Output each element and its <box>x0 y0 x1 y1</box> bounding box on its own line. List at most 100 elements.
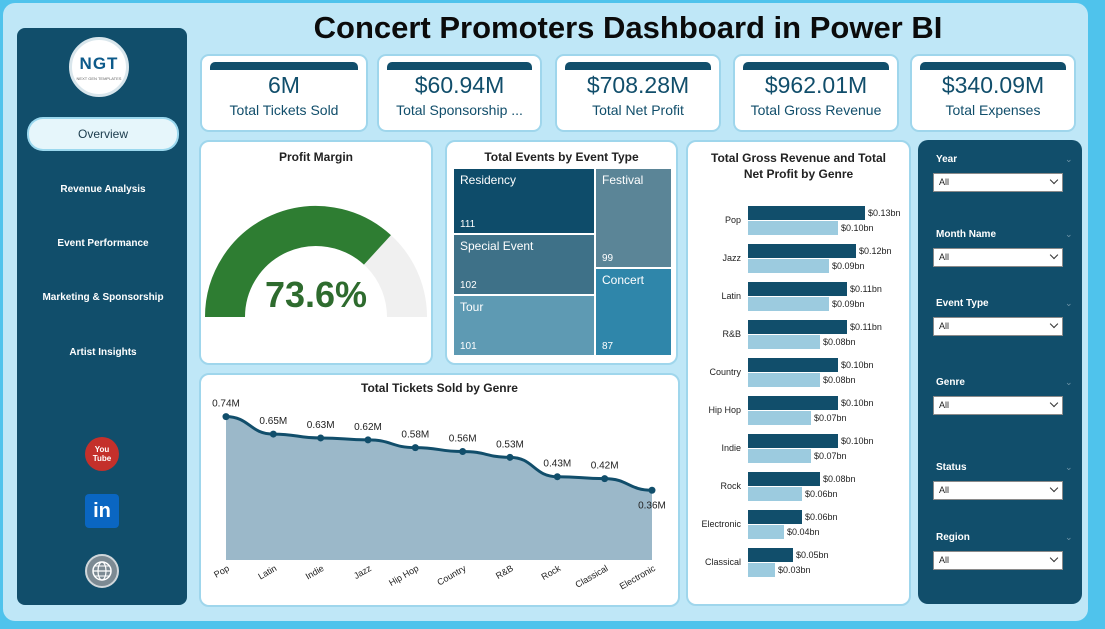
filter-region-select[interactable]: All <box>933 551 1063 570</box>
logo-mark: NGT <box>79 53 119 73</box>
filter-genre-select[interactable]: All <box>933 396 1063 415</box>
data-point[interactable] <box>648 486 656 494</box>
kpi-card-sponsorship: $60.94M Total Sponsorship ... <box>377 54 542 132</box>
bar-data-label: $0.10bn <box>841 436 874 446</box>
globe-icon[interactable] <box>85 554 119 588</box>
data-point[interactable] <box>411 444 419 452</box>
kpi-band <box>210 62 358 70</box>
gross-revenue-bar[interactable] <box>748 320 847 334</box>
linkedin-icon[interactable]: in <box>85 494 119 528</box>
chevron-down-icon[interactable]: ⌄ <box>1065 298 1073 308</box>
chevron-down-icon[interactable]: ⌄ <box>1065 229 1073 239</box>
data-point[interactable] <box>601 475 609 483</box>
gross-revenue-bar[interactable] <box>748 396 838 410</box>
bar-data-label: $0.07bn <box>814 451 847 461</box>
data-point[interactable] <box>222 413 230 421</box>
bar-data-label: $0.09bn <box>832 261 865 271</box>
gross-revenue-bar[interactable] <box>748 472 820 486</box>
data-point[interactable] <box>506 453 514 461</box>
gross-revenue-bar[interactable] <box>748 282 847 296</box>
gross-revenue-bar[interactable] <box>748 244 856 258</box>
chevron-down-icon[interactable]: ⌄ <box>1065 532 1073 542</box>
gauge-chart <box>205 206 427 318</box>
treemap-cell-count: 87 <box>602 341 614 352</box>
treemap-cell-count: 99 <box>602 253 614 264</box>
profit-margin-panel[interactable]: Profit Margin 73.6% <box>199 140 433 365</box>
data-point[interactable] <box>553 473 561 481</box>
net-profit-bar[interactable] <box>748 525 784 539</box>
filter-year-select[interactable]: All <box>933 173 1063 192</box>
y-tick-label: Jazz <box>722 253 741 263</box>
logo: NGT NEXT GEN TEMPLATES <box>69 37 129 97</box>
treemap-cell-residency[interactable]: Residency 111 <box>453 168 595 234</box>
tickets-chart-title: Total Tickets Sold by Genre <box>361 381 518 395</box>
gross-revenue-bar[interactable] <box>748 510 802 524</box>
gross-revenue-bar[interactable] <box>748 434 838 448</box>
filter-status-select[interactable]: All <box>933 481 1063 500</box>
treemap-cell-tour[interactable]: Tour 101 <box>453 295 595 356</box>
bar-data-label: $0.11bn <box>850 284 882 294</box>
data-label: 0.53M <box>496 439 524 450</box>
filter-month-select[interactable]: All <box>933 248 1063 267</box>
data-point[interactable] <box>317 434 325 442</box>
y-tick-label: R&B <box>722 329 741 339</box>
data-label: 0.56M <box>449 434 477 445</box>
gross-revenue-bar[interactable] <box>748 358 838 372</box>
dropdown-arrow-icon <box>1049 483 1059 493</box>
treemap-cell-special-event[interactable]: Special Event 102 <box>453 234 595 295</box>
net-profit-bar[interactable] <box>748 449 811 463</box>
filter-event-type-select[interactable]: All <box>933 317 1063 336</box>
bar-data-label: $0.11bn <box>850 322 882 332</box>
chevron-down-icon[interactable]: ⌄ <box>1065 154 1073 164</box>
dropdown-arrow-icon <box>1049 553 1059 563</box>
data-point[interactable] <box>269 430 277 438</box>
data-point[interactable] <box>364 436 372 444</box>
gross-revenue-bar[interactable] <box>748 548 793 562</box>
gross-revenue-bar[interactable] <box>748 206 865 220</box>
bar-data-label: $0.13bn <box>868 208 901 218</box>
dropdown-arrow-icon <box>1049 175 1059 185</box>
youtube-icon[interactable]: You Tube <box>85 437 119 471</box>
kpi-band <box>565 62 711 70</box>
nav-revenue-analysis[interactable]: Revenue Analysis <box>60 183 146 195</box>
net-profit-bar[interactable] <box>748 297 829 311</box>
net-profit-bar[interactable] <box>748 221 838 235</box>
nav-event-performance[interactable]: Event Performance <box>57 237 149 249</box>
x-tick-label: Latin <box>256 563 278 581</box>
linkedin-icon-text: in <box>93 499 111 522</box>
bar-data-label: $0.03bn <box>778 565 811 575</box>
kpi-band <box>743 62 889 70</box>
kpi-value: $962.01M <box>764 72 868 98</box>
data-label: 0.36M <box>638 500 666 511</box>
data-point[interactable] <box>459 448 467 455</box>
area-line <box>225 415 653 492</box>
filter-year-label: Year <box>936 154 958 165</box>
chevron-down-icon[interactable]: ⌄ <box>1065 377 1073 387</box>
net-profit-bar[interactable] <box>748 487 802 501</box>
net-profit-bar[interactable] <box>748 563 775 577</box>
filter-value: All <box>939 252 950 262</box>
nav-artist-insights[interactable]: Artist Insights <box>69 346 137 358</box>
treemap-panel[interactable]: Total Events by Event Type Residency 111… <box>445 140 678 365</box>
dropdown-arrow-icon <box>1049 398 1059 408</box>
sidebar: NGT NEXT GEN TEMPLATES Overview Revenue … <box>17 28 187 605</box>
nav-marketing-sponsorship[interactable]: Marketing & Sponsorship <box>42 291 164 303</box>
net-profit-bar[interactable] <box>748 335 820 349</box>
data-label: 0.58M <box>401 430 429 441</box>
x-tick-label: Indie <box>304 563 326 581</box>
dropdown-arrow-icon <box>1049 319 1059 329</box>
data-label: 0.62M <box>354 422 382 433</box>
treemap-cell-festival[interactable]: Festival 99 <box>595 168 672 268</box>
treemap-cell-name: Residency <box>460 173 517 187</box>
net-profit-bar[interactable] <box>748 259 829 273</box>
nav-overview[interactable]: Overview <box>29 119 177 149</box>
chevron-down-icon[interactable]: ⌄ <box>1065 462 1073 472</box>
revenue-profit-panel[interactable]: Total Gross Revenue and Total Net Profit… <box>686 140 911 606</box>
net-profit-bar[interactable] <box>748 411 811 425</box>
treemap-cell-concert[interactable]: Concert 87 <box>595 268 672 356</box>
treemap-cell-count: 111 <box>460 219 476 230</box>
tickets-by-genre-panel[interactable]: Total Tickets Sold by Genre 0.74M Pop 0.65… <box>199 373 680 607</box>
filter-value: All <box>939 555 950 565</box>
net-profit-bar[interactable] <box>748 373 820 387</box>
data-label: 0.43M <box>543 459 571 470</box>
